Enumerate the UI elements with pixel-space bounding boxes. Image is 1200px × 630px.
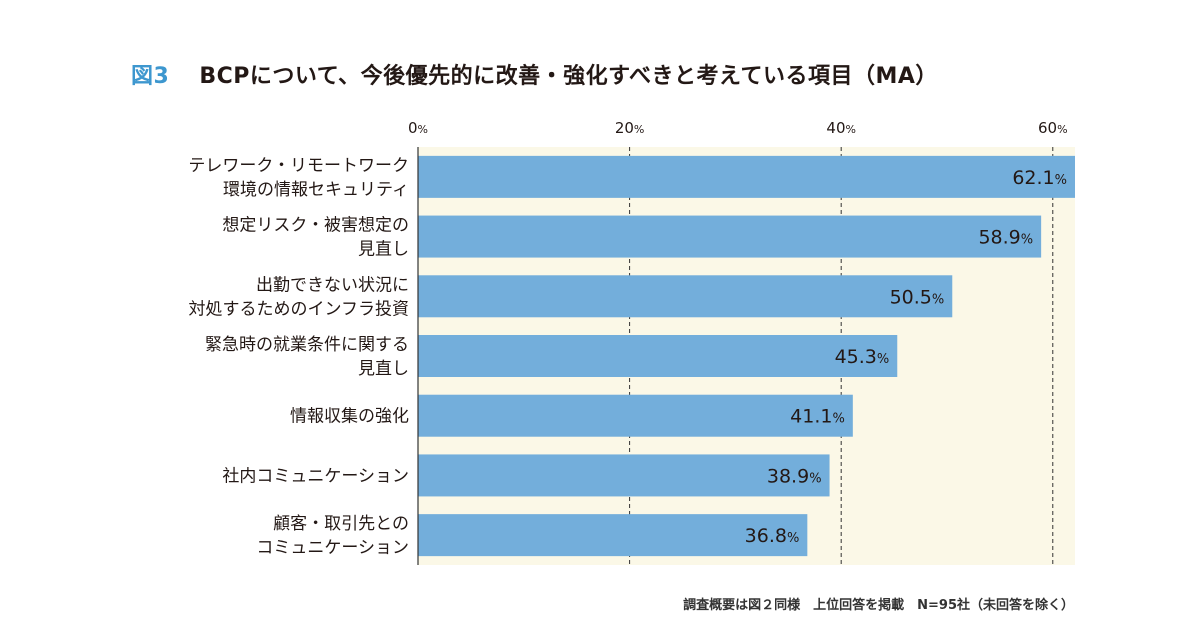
bar-value-label: 58.9%	[978, 227, 1033, 249]
category-label: 情報収集の強化	[290, 407, 409, 427]
x-tick-label: 60%	[1038, 119, 1068, 137]
bar-value-label: 45.3%	[835, 346, 890, 368]
category-label: 社内コミュニケーション	[222, 466, 409, 486]
category-label: 想定リスク・被害想定の見直し	[222, 216, 409, 260]
bar-value-label: 38.9%	[767, 465, 822, 487]
x-tick-label: 0%	[408, 119, 428, 137]
bar	[418, 514, 808, 557]
figure-label: 図3	[131, 64, 170, 89]
bar	[418, 275, 953, 318]
x-tick-label: 40%	[826, 119, 856, 137]
bar	[418, 155, 1075, 198]
bar	[418, 454, 830, 497]
category-label: テレワーク・リモートワーク環境の情報セキュリティ	[188, 156, 409, 200]
bar	[418, 394, 853, 437]
category-label: 緊急時の就業条件に関する見直し	[205, 335, 409, 379]
bar-value-label: 36.8%	[745, 525, 800, 547]
bar	[418, 335, 898, 377]
bar	[418, 215, 1042, 258]
bar-value-label: 50.5%	[890, 286, 945, 308]
figure-title-row: 図3 BCPについて、今後優先的に改善・強化すべきと考えている項目（MA）	[131, 58, 938, 90]
figure-title: BCPについて、今後優先的に改善・強化すべきと考えている項目（MA）	[199, 64, 938, 89]
category-label: 出勤できない状況に対処するためのインフラ投資	[189, 275, 410, 319]
bar-value-label: 62.1%	[1012, 167, 1067, 189]
x-tick-label: 20%	[615, 119, 645, 137]
bar-value-label: 41.1%	[790, 406, 845, 428]
category-label: 顧客・取引先とのコミュニケーション	[256, 514, 409, 558]
footnote: 調査概要は図２同様 上位回答を掲載 N=95社（未回答を除く）	[683, 598, 1074, 613]
